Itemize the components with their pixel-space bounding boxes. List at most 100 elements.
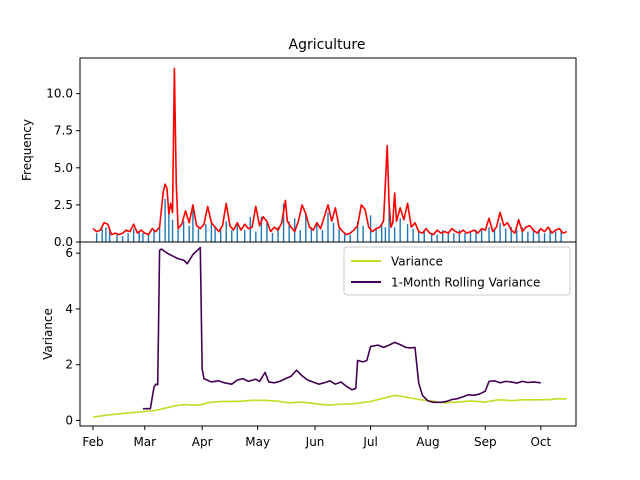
- frequency-bar: [192, 209, 194, 242]
- frequency-bar: [164, 198, 166, 242]
- frequency-bar: [380, 224, 383, 242]
- frequency-bar: [305, 213, 307, 242]
- legend-label-variance: Variance: [391, 255, 443, 269]
- frequency-bar: [493, 230, 496, 242]
- frequency-bar: [538, 230, 540, 242]
- frequency-bar: [171, 219, 174, 242]
- frequency-bar: [475, 230, 477, 242]
- frequency-bar: [399, 218, 401, 242]
- frequency-bar: [197, 228, 200, 242]
- frequency-bar: [266, 222, 268, 242]
- frequency-bar: [116, 234, 118, 242]
- frequency-y-label: Frequency: [20, 119, 34, 181]
- frequency-bar: [105, 227, 107, 242]
- frequency-bar: [499, 222, 501, 242]
- frequency-bar: [101, 228, 103, 242]
- frequency-bar: [310, 227, 313, 242]
- frequency-bar: [388, 203, 390, 242]
- frequency-bar: [95, 233, 98, 242]
- frequency-bar: [447, 231, 449, 242]
- frequency-bar: [142, 233, 144, 242]
- chart-title: Agriculture: [289, 37, 366, 53]
- frequency-bar: [132, 228, 135, 242]
- frequency-bar: [321, 230, 324, 242]
- x-tick-label: Jul: [362, 435, 377, 449]
- frequency-bar: [108, 228, 111, 242]
- frequency-bar: [158, 224, 161, 242]
- frequency-bar: [271, 233, 274, 242]
- frequency-bar: [277, 227, 279, 242]
- frequency-bar: [260, 216, 263, 242]
- variance-marks: [92, 246, 567, 418]
- x-tick-label: Feb: [82, 435, 103, 449]
- y-tick-label: 2: [65, 358, 73, 372]
- frequency-bar: [332, 222, 335, 242]
- legend-box: [343, 246, 571, 296]
- frequency-bar: [282, 203, 285, 242]
- frequency-bar: [299, 230, 301, 242]
- frequency-bar: [327, 212, 329, 242]
- frequency-bar: [469, 231, 472, 242]
- frequency-bar: [430, 233, 433, 242]
- frequency-bar: [560, 230, 562, 242]
- frequency-bar: [393, 227, 396, 242]
- frequency-bar: [406, 224, 409, 242]
- frequency-bar: [412, 228, 414, 242]
- frequency-bar: [219, 228, 222, 242]
- variance-panel: 0 2 4 6 Variance Variance 1-Month Rolling V…: [41, 241, 577, 427]
- frequency-bar: [177, 228, 179, 242]
- frequency-panel: 0.0 2.5 5.0 7.5 10.0 Frequency: [20, 57, 577, 249]
- frequency-bar: [349, 234, 351, 242]
- frequency-bar: [504, 228, 507, 242]
- frequency-bar: [442, 230, 444, 242]
- frequency-bar: [182, 221, 185, 242]
- y-tick-label: 2.5: [54, 198, 73, 212]
- frequency-bar: [510, 227, 512, 242]
- frequency-bar: [532, 228, 535, 242]
- rolling-variance-line: [142, 246, 541, 410]
- frequency-bar: [288, 221, 290, 242]
- frequency-bar: [488, 227, 490, 242]
- frequency-bar: [147, 234, 150, 242]
- x-tick-label: Mar: [133, 435, 156, 449]
- variance-line: [92, 394, 567, 418]
- frequency-bar: [436, 234, 438, 242]
- frequency-bar: [464, 233, 466, 242]
- y-tick-label: 0: [65, 413, 73, 427]
- frequency-bar: [138, 231, 140, 242]
- frequency-bar: [521, 227, 524, 242]
- legend: Variance 1-Month Rolling Variance: [343, 246, 571, 296]
- frequency-bar: [231, 230, 233, 242]
- frequency-bar: [168, 212, 170, 242]
- x-tick-label: Oct: [530, 435, 551, 449]
- y-tick-label: 5.0: [54, 161, 73, 175]
- frequency-bar: [356, 221, 359, 242]
- frequency-bar: [384, 227, 387, 242]
- variance-y-ticks: 0 2 4 6: [65, 246, 80, 427]
- variance-panel-frame: [79, 241, 577, 427]
- frequency-bar: [225, 221, 227, 242]
- frequency-bar: [236, 222, 239, 242]
- frequency-bar: [343, 233, 346, 242]
- frequency-bar: [316, 222, 318, 242]
- y-tick-label: 6: [65, 246, 73, 260]
- frequency-bar: [453, 233, 455, 242]
- frequency-bar: [458, 230, 461, 242]
- frequency-bar: [205, 224, 207, 242]
- y-tick-label: 0.0: [54, 235, 73, 249]
- frequency-bar: [543, 233, 546, 242]
- frequency-bar: [417, 230, 420, 242]
- x-axis-ticks: Feb Mar Apr May Jun Jul Aug Sep Oct: [82, 426, 552, 449]
- frequency-bar: [153, 230, 155, 242]
- legend-label-rolling-variance: 1-Month Rolling Variance: [391, 276, 540, 290]
- frequency-bar: [255, 231, 257, 242]
- frequency-bar: [516, 230, 518, 242]
- frequency-bar: [188, 225, 190, 242]
- x-tick-label: Apr: [192, 435, 213, 449]
- frequency-y-ticks: 0.0 2.5 5.0 7.5 10.0: [46, 87, 80, 249]
- frequency-bar: [527, 231, 529, 242]
- frequency-bar: [549, 228, 551, 242]
- frequency-bar: [121, 236, 124, 242]
- x-tick-label: Jun: [305, 435, 325, 449]
